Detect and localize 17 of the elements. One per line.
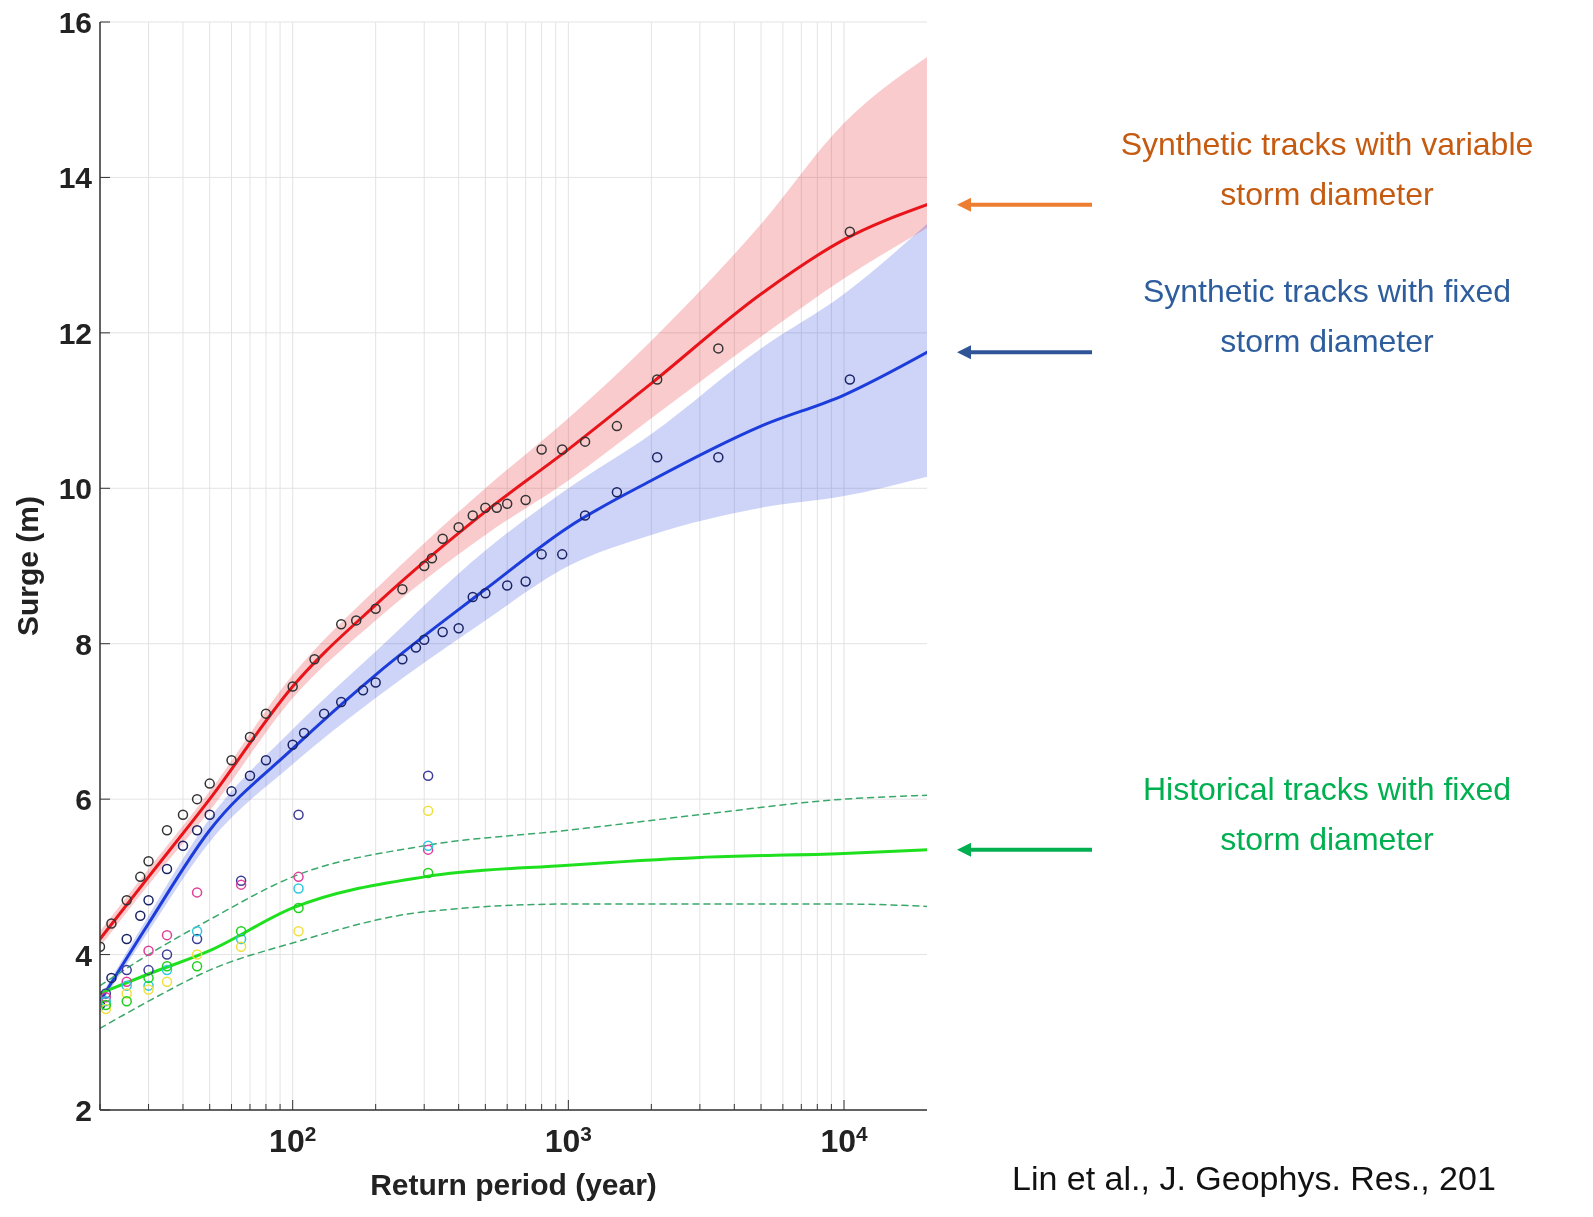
x-tick-label: 10$^{4}$ [820, 1121, 869, 1159]
y-axis-title: Surge (m) [11, 495, 44, 637]
x-axis-title: Return period (year) [370, 1168, 657, 1201]
text: Synthetic tracks with fixed storm diameter [1142, 273, 1512, 360]
y-tick-label: 12 [58, 316, 92, 350]
y-tick-label: 4 [75, 938, 93, 972]
y-tick-label: 16 [58, 6, 92, 39]
x-tick-label: 10$^{3}$ [544, 1121, 592, 1159]
y-tick-label: 8 [75, 627, 92, 661]
x-tick-label: 10$^{2}$ [269, 1121, 317, 1159]
y-tick-label: 10 [58, 472, 92, 506]
text: Lin et al., J. Geophys. Res., 201 [1012, 1159, 1496, 1197]
y-tick-label: 6 [75, 783, 92, 817]
text: Synthetic tracks with variable storm diameter [1120, 125, 1534, 212]
text: Historical tracks with fixed storm diameter [1142, 770, 1512, 857]
y-tick-label: 2 [75, 1094, 92, 1127]
y-tick-label: 14 [58, 161, 93, 195]
